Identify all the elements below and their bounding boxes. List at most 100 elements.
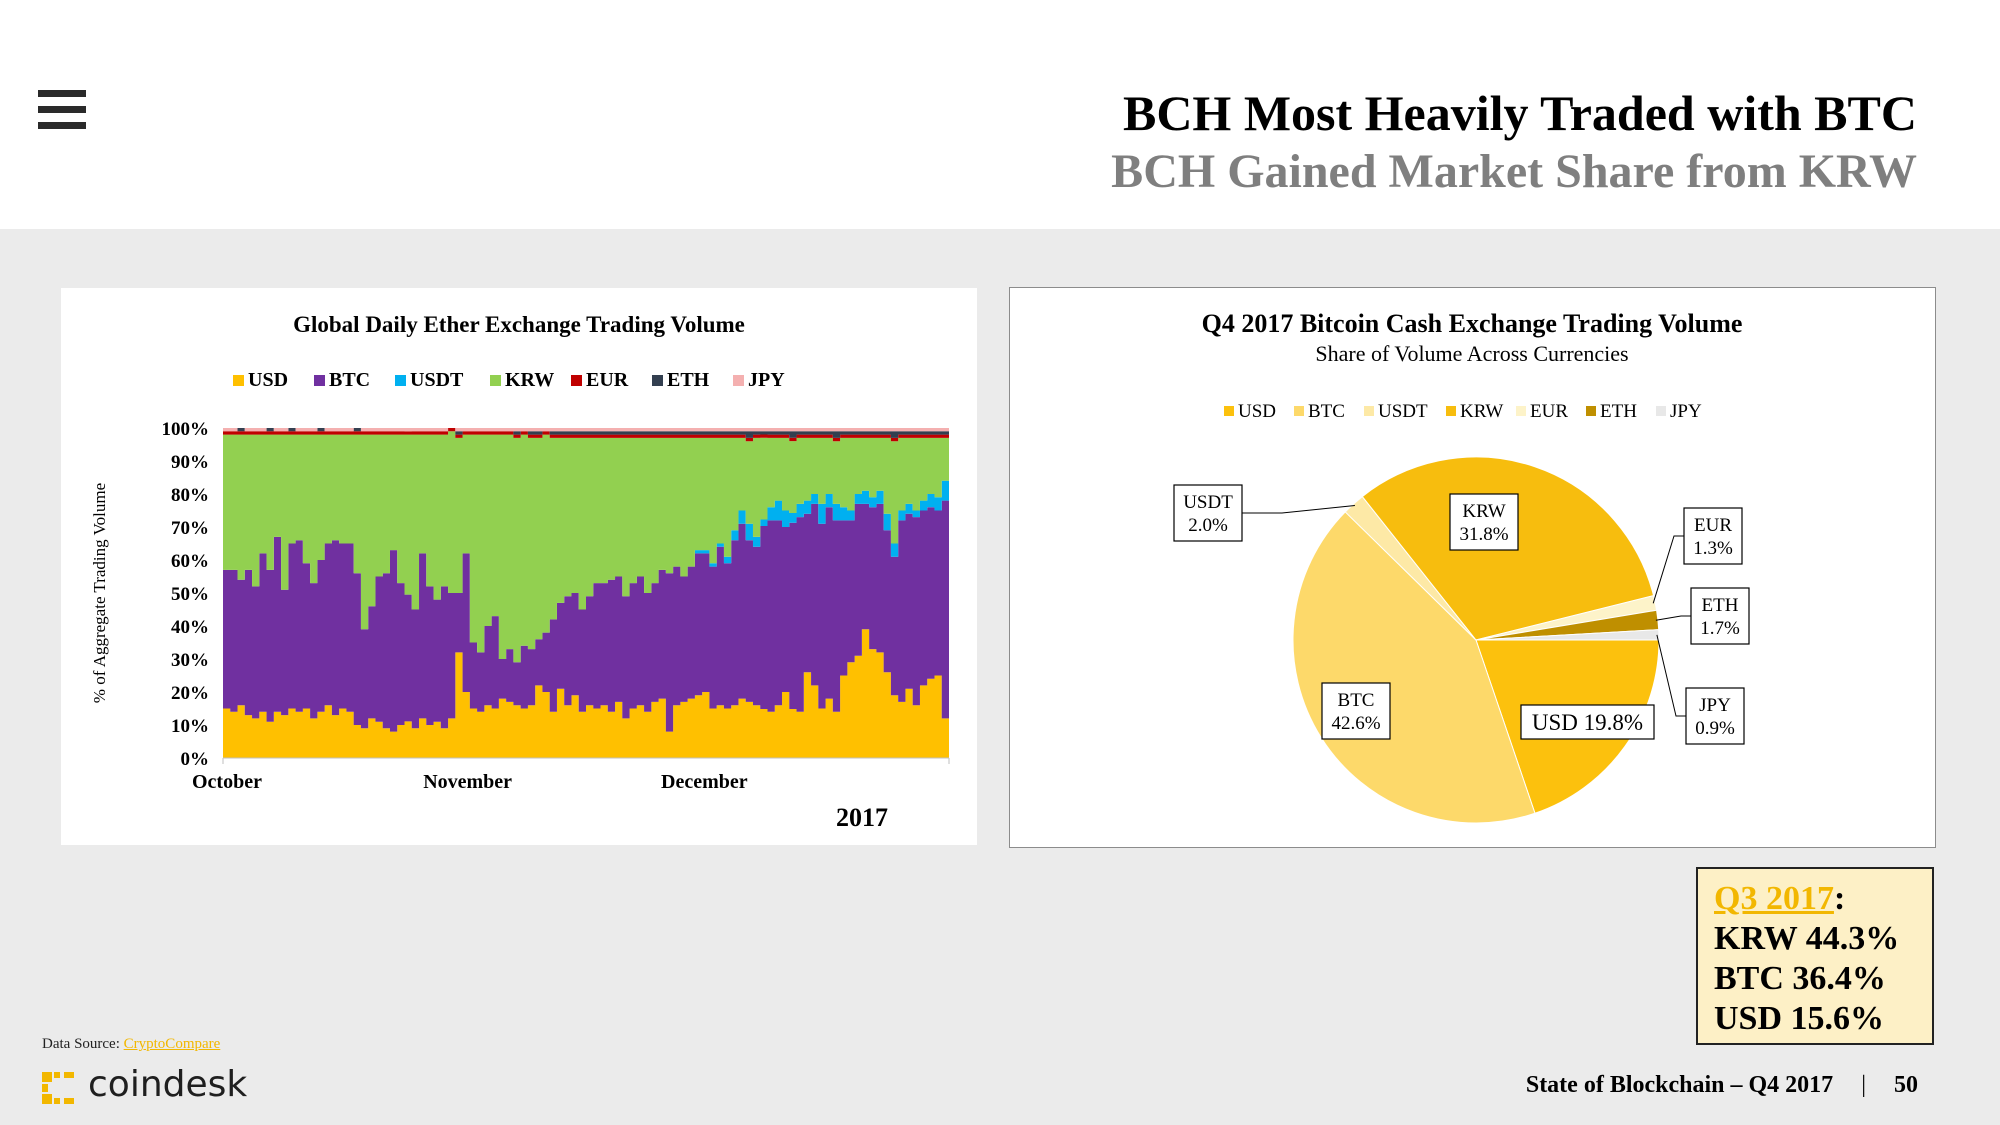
pie-legend-item-krw: KRW — [1446, 401, 1503, 422]
pie-slice-btc — [1292, 511, 1536, 824]
pie-legend-label-eth: ETH — [1600, 401, 1637, 422]
pie-leader-line-eth — [1655, 615, 1691, 621]
pie-legend-label-eur: EUR — [1530, 401, 1568, 422]
page-title: BCH Most Heavily Traded with BTC — [1122, 85, 1917, 141]
area-series-usd — [223, 629, 949, 758]
legend-label-usd: USD — [248, 369, 288, 391]
data-source-link[interactable]: CryptoCompare — [123, 1036, 221, 1052]
legend-swatch-eur — [571, 375, 582, 386]
pie-legend-swatch-jpy — [1656, 406, 1666, 416]
pie-legend-swatch-btc — [1294, 406, 1304, 416]
legend-label-eur: EUR — [586, 369, 629, 391]
legend-label-jpy: JPY — [748, 369, 785, 391]
footer-separator: | — [1861, 1072, 1866, 1098]
pie-legend-item-usd: USD — [1224, 401, 1276, 422]
legend-item-usdt: USDT — [395, 369, 464, 391]
data-source-label: Data Source: — [42, 1036, 124, 1052]
callout-line-btc: BTC 36.4% — [1714, 960, 1886, 997]
pie-label-value-eth: 1.7% — [1700, 618, 1740, 639]
header: BCH Most Heavily Traded with BTC BCH Gai… — [0, 0, 2000, 229]
callout-quarter-link[interactable]: Q3 2017 — [1714, 880, 1834, 917]
legend-label-usdt: USDT — [410, 369, 464, 391]
q3-callout-box: Q3 2017: KRW 44.3% BTC 36.4% USD 15.6% — [1696, 867, 1934, 1045]
page-number: 50 — [1894, 1072, 1918, 1098]
pie-legend-item-btc: BTC — [1294, 401, 1345, 422]
pie-legend-swatch-eth — [1586, 406, 1596, 416]
pie-leader-line-jpy — [1656, 634, 1686, 717]
area-series-btc — [223, 500, 949, 732]
legend-item-eur: EUR — [571, 369, 629, 391]
pie-legend-label-usd: USD — [1238, 401, 1276, 422]
callout-line-usd: USD 15.6% — [1714, 1000, 1885, 1037]
y-tick-label-10: 10% — [171, 716, 209, 737]
pie-legend-label-usdt: USDT — [1378, 401, 1428, 422]
x-tick-label-october: October — [192, 771, 262, 793]
pie-chart-subtitle: Share of Volume Across Currencies — [1315, 341, 1628, 366]
y-tick-label-50: 50% — [171, 584, 209, 605]
pie-label-box-usd — [1520, 704, 1655, 740]
pie-leader-line-usdt — [1242, 505, 1355, 514]
y-tick-label-20: 20% — [171, 683, 209, 704]
area-series-krw — [223, 431, 949, 663]
pie-label-box-eur — [1683, 507, 1743, 565]
legend-item-eth: ETH — [652, 369, 710, 391]
pie-label-box-krw — [1449, 493, 1519, 551]
footer-text: State of Blockchain – Q4 2017 — [1525, 1072, 1834, 1098]
pie-label-value-usdt: 2.0% — [1188, 515, 1228, 536]
legend-label-btc: BTC — [329, 369, 370, 391]
y-tick-label-60: 60% — [171, 551, 209, 572]
pie-legend-label-btc: BTC — [1308, 401, 1345, 422]
pie-chart-title: Q4 2017 Bitcoin Cash Exchange Trading Vo… — [1202, 309, 1743, 338]
pie-legend-item-eur: EUR — [1516, 401, 1568, 422]
pie-label-value-jpy: 0.9% — [1695, 718, 1735, 739]
y-axis-label: % of Aggregate Trading Volume — [90, 483, 109, 703]
page-subtitle: BCH Gained Market Share from KRW — [1111, 145, 1917, 198]
pie-legend-swatch-usdt — [1364, 406, 1374, 416]
legend-swatch-jpy — [733, 375, 744, 386]
pie-label-name-eur: EUR — [1694, 515, 1732, 536]
hamburger-menu-icon[interactable] — [38, 90, 86, 130]
area-chart-panel: Global Daily Ether Exchange Trading Volu… — [61, 288, 977, 845]
footer: State of Blockchain – Q4 2017 | 50 — [1526, 1072, 1918, 1099]
y-tick-label-100: 100% — [162, 419, 210, 440]
pie-label-value-krw: 31.8% — [1459, 524, 1508, 545]
legend-item-usd: USD — [233, 369, 288, 391]
pie-legend-label-jpy: JPY — [1670, 401, 1702, 422]
area-series-eth — [223, 428, 949, 438]
pie-label-box-eth — [1690, 587, 1750, 645]
legend-item-jpy: JPY — [733, 369, 785, 391]
pie-label-name-krw: KRW — [1462, 501, 1505, 522]
pie-label-name-eth: ETH — [1702, 595, 1739, 616]
legend-label-krw: KRW — [505, 369, 554, 391]
pie-label-name-jpy: JPY — [1699, 695, 1731, 716]
pie-slice-jpy — [1475, 629, 1660, 641]
pie-legend-swatch-eur — [1516, 406, 1526, 416]
pie-label-box-btc — [1321, 682, 1391, 740]
pie-label-name-usdt: USDT — [1183, 492, 1233, 513]
pie-label-box-usdt — [1173, 484, 1243, 542]
y-tick-label-30: 30% — [171, 650, 209, 671]
area-series-usdt — [223, 480, 949, 663]
coindesk-logo-icon — [42, 1072, 74, 1104]
pie-chart-panel: Q4 2017 Bitcoin Cash Exchange Trading Vo… — [1009, 287, 1936, 848]
callout-colon: : — [1833, 880, 1846, 917]
pie-label-box-jpy — [1685, 687, 1745, 745]
pie-legend-item-usdt: USDT — [1364, 401, 1428, 422]
pie-legend-item-eth: ETH — [1586, 401, 1637, 422]
pie-chart: Q4 2017 Bitcoin Cash Exchange Trading Vo… — [1173, 309, 1750, 824]
legend-item-krw: KRW — [490, 369, 554, 391]
y-tick-label-70: 70% — [171, 518, 209, 539]
pie-label-value-eur: 1.3% — [1693, 538, 1733, 559]
x-axis-label-year: 2017 — [836, 803, 888, 832]
y-tick-label-80: 80% — [171, 485, 209, 506]
pie-legend-swatch-krw — [1446, 406, 1456, 416]
callout-line-krw: KRW 44.3% — [1714, 920, 1900, 957]
legend-label-eth: ETH — [667, 369, 710, 391]
pie-leader-line-eur — [1652, 535, 1684, 604]
